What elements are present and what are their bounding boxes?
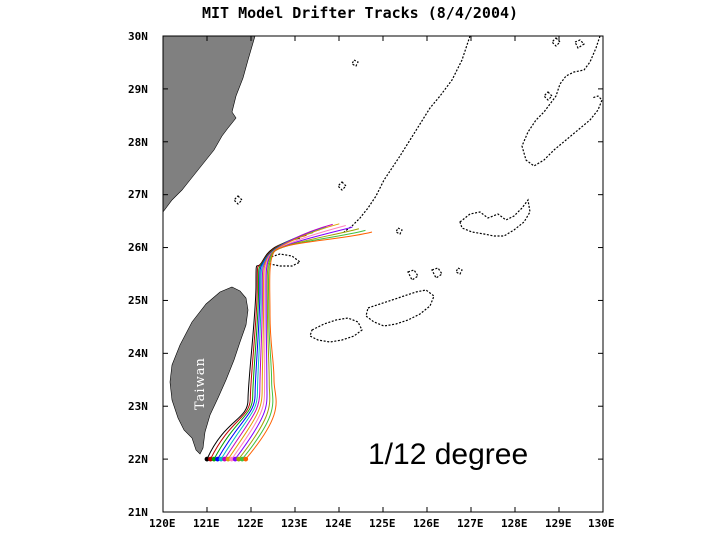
islet-f xyxy=(543,91,553,101)
lon-label-120e: 120E xyxy=(149,517,176,530)
lat-label-27n: 27N xyxy=(128,188,148,201)
islet-h xyxy=(455,267,463,275)
drifter-track xyxy=(227,223,340,460)
drifter-release-point xyxy=(243,456,249,462)
lat-label-30n: 30N xyxy=(128,30,148,43)
lat-label-25n: 25N xyxy=(128,294,148,307)
lon-label-123e: 123E xyxy=(281,517,308,530)
lat-label-22n: 22N xyxy=(128,453,148,466)
lon-label-130e: 130E xyxy=(588,517,615,530)
drifter-release-point xyxy=(229,456,235,462)
amami-island xyxy=(459,198,531,237)
islet-i xyxy=(574,39,585,49)
drifter-track xyxy=(245,231,373,460)
resolution-annotation: 1/12 degree xyxy=(368,438,528,471)
lon-label-128e: 128E xyxy=(501,517,528,530)
islet-g xyxy=(395,227,403,235)
drifter-release-point xyxy=(204,456,210,462)
land-layer: Taiwan xyxy=(162,35,256,455)
axis-ticks xyxy=(162,35,604,513)
drifter-tracks xyxy=(206,223,373,460)
drifter-release-point xyxy=(232,456,238,462)
drifter-release-point xyxy=(239,456,245,462)
taiwan-label: Taiwan xyxy=(193,357,208,410)
lon-label-121e: 121E xyxy=(193,517,220,530)
drifter-release-point xyxy=(236,456,242,462)
okinawa-island xyxy=(365,289,435,327)
islet-d xyxy=(407,269,419,281)
lat-label-21n: 21N xyxy=(128,506,148,519)
drifter-release-point xyxy=(222,456,228,462)
islet-b xyxy=(233,195,243,205)
islet-a xyxy=(337,181,347,191)
drifter-track xyxy=(231,224,346,460)
lon-label-129e: 129E xyxy=(545,517,572,530)
drifter-track xyxy=(206,237,301,460)
taiwan-island xyxy=(169,286,249,455)
okinawa-islet-1 xyxy=(309,317,363,343)
map-title: MIT Model Drifter Tracks (8/4/2004) xyxy=(201,4,519,22)
drifter-track xyxy=(234,226,353,460)
lon-label-126e: 126E xyxy=(413,517,440,530)
lat-label-29n: 29N xyxy=(128,83,148,96)
drifter-release-point xyxy=(225,456,231,462)
lat-label-28n: 28N xyxy=(128,136,148,149)
drifter-release-point xyxy=(208,456,213,462)
japan-coast-east xyxy=(521,35,603,167)
lon-label-127e: 127E xyxy=(457,517,484,530)
drifter-release-point xyxy=(215,456,220,462)
drifter-release-point xyxy=(218,456,224,462)
kyushu-ryukyu-coast xyxy=(343,35,471,233)
drifter-release-point xyxy=(211,456,217,462)
islet-e xyxy=(351,59,359,67)
lat-label-23n: 23N xyxy=(128,400,148,413)
coastline-layer xyxy=(233,35,603,343)
latitude-axis: 30N 29N 28N 27N 26N 25N 24N 23N 22N 21N xyxy=(128,30,148,519)
drifter-track xyxy=(238,228,360,460)
mainland-china xyxy=(162,35,256,213)
lon-label-124e: 124E xyxy=(325,517,352,530)
sakishima-islet xyxy=(267,253,302,267)
drifter-release-points xyxy=(204,456,249,462)
lon-label-122e: 122E xyxy=(237,517,264,530)
lat-label-26n: 26N xyxy=(128,241,148,254)
islet-c xyxy=(431,267,443,279)
longitude-axis: 120E 121E 122E 123E 124E 125E 126E 127E … xyxy=(149,517,615,530)
lon-label-125e: 125E xyxy=(369,517,396,530)
lat-label-24n: 24N xyxy=(128,347,148,360)
